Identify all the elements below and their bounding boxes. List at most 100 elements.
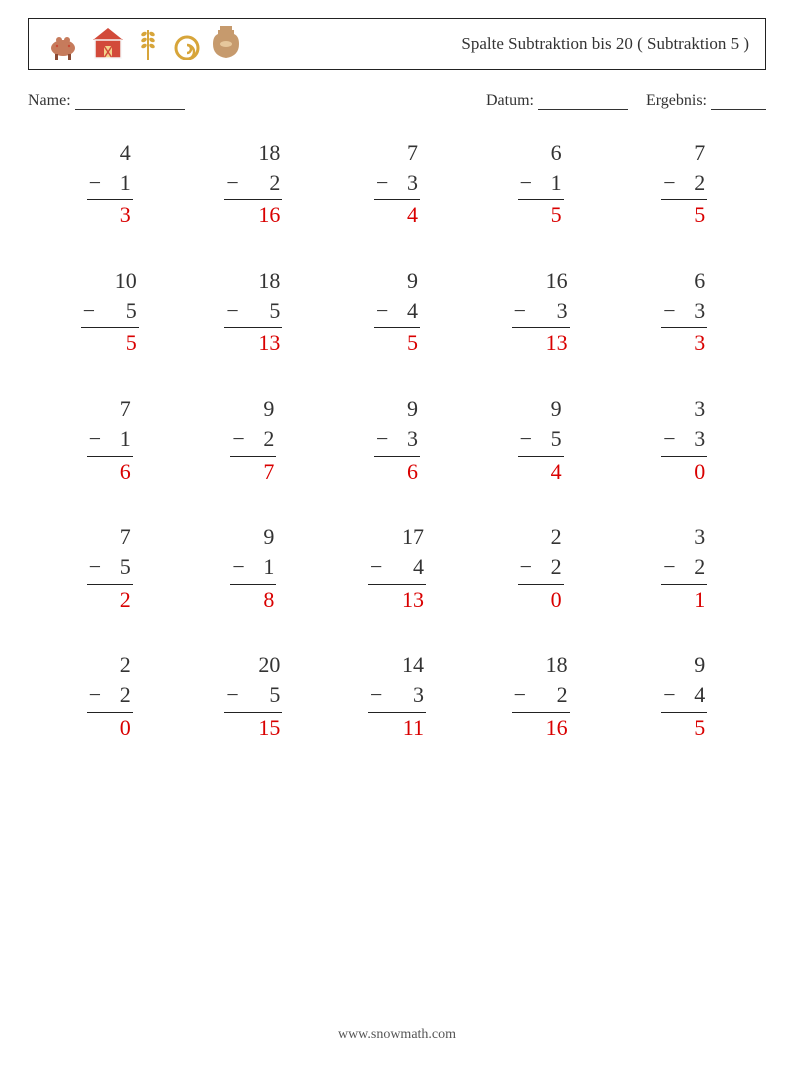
subtrahend-row: −2 — [661, 168, 707, 201]
problem: 9−18 — [230, 522, 276, 614]
subtrahend-row: − 5 — [81, 296, 139, 329]
minus-sign: − — [376, 168, 388, 198]
problem: 6−15 — [518, 138, 564, 230]
minus-sign: − — [89, 680, 101, 710]
minus-sign: − — [663, 168, 675, 198]
minuend: 9 — [372, 394, 420, 424]
minuend: 9 — [228, 394, 276, 424]
subtrahend: 2 — [244, 424, 274, 454]
answer: 13 — [510, 328, 570, 358]
subtrahend: 1 — [532, 168, 562, 198]
barn-icon — [91, 26, 125, 65]
subtrahend-row: − 2 — [512, 680, 570, 713]
problem: 7−25 — [661, 138, 707, 230]
problem: 9−36 — [374, 394, 420, 486]
minuend: 9 — [659, 650, 707, 680]
problem: 17− 413 — [368, 522, 426, 614]
minuend: 20 — [222, 650, 282, 680]
minuend: 7 — [85, 394, 133, 424]
problem: 9−54 — [518, 394, 564, 486]
minus-sign: − — [663, 424, 675, 454]
minus-sign: − — [232, 424, 244, 454]
problem: 18− 216 — [224, 138, 282, 230]
answer: 15 — [222, 713, 282, 743]
problem: 16− 313 — [512, 266, 570, 358]
subtrahend: 4 — [384, 552, 424, 582]
minuend: 7 — [85, 522, 133, 552]
problem: 2−20 — [87, 650, 133, 742]
answer: 4 — [516, 457, 564, 487]
answer: 0 — [516, 585, 564, 615]
answer: 2 — [85, 585, 133, 615]
result-blank[interactable] — [711, 92, 766, 110]
minus-sign: − — [520, 552, 532, 582]
subtrahend-row: −3 — [661, 424, 707, 457]
problem: 9−45 — [661, 650, 707, 742]
minuend: 6 — [516, 138, 564, 168]
minus-sign: − — [376, 296, 388, 326]
subtrahend-row: −3 — [374, 168, 420, 201]
minuend: 9 — [228, 522, 276, 552]
minus-sign: − — [226, 296, 240, 326]
answer: 7 — [228, 457, 276, 487]
subtrahend-row: −4 — [374, 296, 420, 329]
problem: 7−34 — [374, 138, 420, 230]
subtrahend-row: −3 — [374, 424, 420, 457]
answer: 6 — [85, 457, 133, 487]
name-label: Name: — [28, 92, 71, 110]
problem: 3−30 — [661, 394, 707, 486]
problem: 9−45 — [374, 266, 420, 358]
jug-icon — [213, 24, 239, 65]
answer: 16 — [222, 200, 282, 230]
subtrahend-row: −2 — [661, 552, 707, 585]
minus-sign: − — [520, 424, 532, 454]
answer: 5 — [659, 713, 707, 743]
subtrahend-row: − 3 — [368, 680, 426, 713]
answer: 0 — [85, 713, 133, 743]
minus-sign: − — [520, 168, 532, 198]
problem: 4−13 — [87, 138, 133, 230]
subtrahend: 3 — [675, 296, 705, 326]
minuend: 9 — [516, 394, 564, 424]
header-icons — [45, 24, 239, 65]
subtrahend-row: −2 — [87, 680, 133, 713]
minuend: 9 — [372, 266, 420, 296]
minuend: 3 — [659, 394, 707, 424]
subtrahend-row: −2 — [230, 424, 276, 457]
subtrahend: 2 — [528, 680, 568, 710]
minuend: 10 — [79, 266, 139, 296]
minus-sign: − — [226, 168, 240, 198]
subtrahend: 3 — [388, 168, 418, 198]
problem: 3−21 — [661, 522, 707, 614]
subtrahend: 5 — [97, 296, 137, 326]
answer: 5 — [516, 200, 564, 230]
minuend: 6 — [659, 266, 707, 296]
minuend: 16 — [510, 266, 570, 296]
minus-sign: − — [370, 680, 384, 710]
minus-sign: − — [514, 296, 528, 326]
subtrahend: 3 — [388, 424, 418, 454]
problem: 18− 513 — [224, 266, 282, 358]
subtrahend: 5 — [532, 424, 562, 454]
subtrahend-row: −5 — [518, 424, 564, 457]
minuend: 18 — [222, 138, 282, 168]
cow-icon — [45, 30, 81, 65]
subtrahend: 2 — [240, 168, 280, 198]
subtrahend: 4 — [388, 296, 418, 326]
minuend: 2 — [516, 522, 564, 552]
subtrahend-row: − 5 — [224, 680, 282, 713]
subtrahend: 3 — [675, 424, 705, 454]
answer: 3 — [659, 328, 707, 358]
minus-sign: − — [232, 552, 244, 582]
minuend: 18 — [222, 266, 282, 296]
date-blank[interactable] — [538, 92, 628, 110]
answer: 13 — [366, 585, 426, 615]
problem: 7−52 — [87, 522, 133, 614]
problem: 2−20 — [518, 522, 564, 614]
subtrahend: 3 — [528, 296, 568, 326]
answer: 11 — [366, 713, 426, 743]
minus-sign: − — [226, 680, 240, 710]
answer: 3 — [85, 200, 133, 230]
name-blank[interactable] — [75, 92, 185, 110]
subtrahend-row: − 3 — [512, 296, 570, 329]
